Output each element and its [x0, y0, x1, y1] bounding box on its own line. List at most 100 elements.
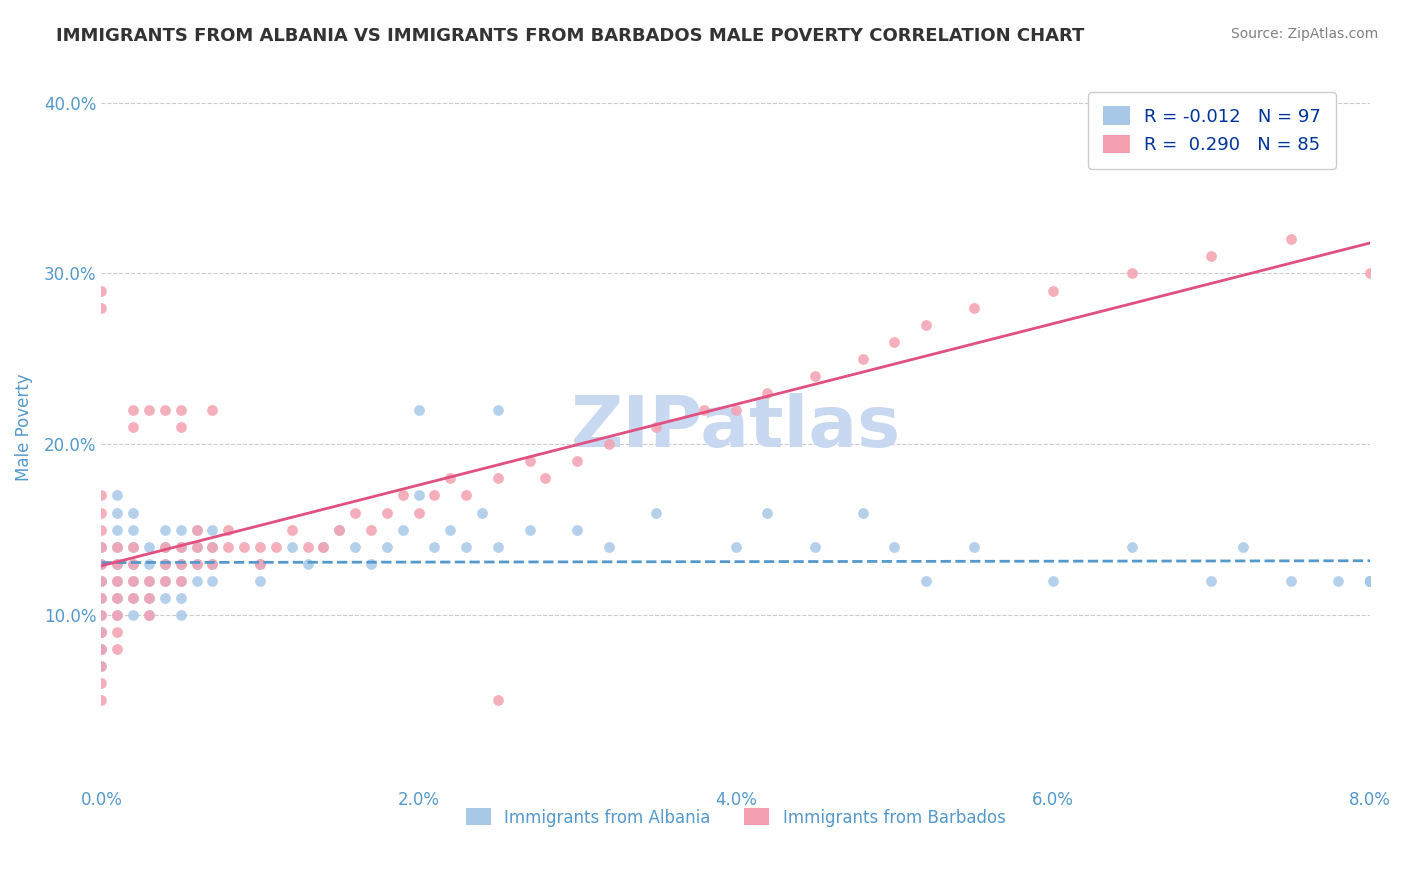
Point: [105, 574, 128, 588]
Point: [883, 540, 905, 554]
Point: [249, 557, 271, 571]
Point: [598, 540, 620, 554]
Point: [90, 557, 112, 571]
Point: [1358, 574, 1381, 588]
Point: [90, 607, 112, 622]
Point: [170, 420, 193, 434]
Point: [122, 607, 145, 622]
Point: [201, 574, 224, 588]
Point: [138, 607, 160, 622]
Point: [90, 284, 112, 298]
Point: [962, 301, 984, 315]
Point: [186, 540, 208, 554]
Text: Source: ZipAtlas.com: Source: ZipAtlas.com: [1230, 27, 1378, 41]
Point: [122, 591, 145, 605]
Point: [170, 557, 193, 571]
Point: [439, 523, 461, 537]
Point: [186, 523, 208, 537]
Point: [281, 540, 304, 554]
Point: [138, 607, 160, 622]
Point: [90, 540, 112, 554]
Point: [122, 557, 145, 571]
Point: [1121, 540, 1143, 554]
Point: [90, 642, 112, 657]
Point: [105, 557, 128, 571]
Point: [249, 574, 271, 588]
Point: [486, 471, 509, 485]
Point: [201, 540, 224, 554]
Point: [1358, 574, 1381, 588]
Point: [962, 540, 984, 554]
Text: IMMIGRANTS FROM ALBANIA VS IMMIGRANTS FROM BARBADOS MALE POVERTY CORRELATION CHA: IMMIGRANTS FROM ALBANIA VS IMMIGRANTS FR…: [56, 27, 1084, 45]
Point: [249, 540, 271, 554]
Point: [170, 557, 193, 571]
Point: [344, 540, 367, 554]
Point: [186, 540, 208, 554]
Point: [1358, 267, 1381, 281]
Point: [105, 506, 128, 520]
Point: [312, 540, 335, 554]
Point: [170, 591, 193, 605]
Point: [328, 523, 350, 537]
Point: [724, 540, 747, 554]
Point: [756, 386, 779, 401]
Point: [804, 368, 827, 383]
Point: [186, 557, 208, 571]
Point: [1279, 574, 1302, 588]
Point: [90, 693, 112, 707]
Point: [375, 540, 398, 554]
Point: [138, 540, 160, 554]
Point: [1358, 574, 1381, 588]
Point: [105, 557, 128, 571]
Point: [105, 591, 128, 605]
Point: [138, 591, 160, 605]
Point: [105, 625, 128, 640]
Point: [1279, 232, 1302, 246]
Point: [391, 488, 413, 502]
Point: [90, 642, 112, 657]
Point: [1358, 574, 1381, 588]
Point: [201, 403, 224, 417]
Point: [1358, 574, 1381, 588]
Point: [423, 540, 446, 554]
Point: [105, 540, 128, 554]
Point: [90, 659, 112, 673]
Point: [90, 488, 112, 502]
Point: [90, 574, 112, 588]
Point: [344, 506, 367, 520]
Point: [297, 557, 319, 571]
Point: [915, 318, 938, 332]
Point: [264, 540, 287, 554]
Point: [138, 591, 160, 605]
Point: [1358, 574, 1381, 588]
Point: [186, 523, 208, 537]
Point: [153, 540, 176, 554]
Point: [201, 557, 224, 571]
Point: [456, 488, 478, 502]
Point: [645, 420, 668, 434]
Point: [471, 506, 494, 520]
Point: [1042, 574, 1064, 588]
Point: [486, 693, 509, 707]
Point: [153, 574, 176, 588]
Point: [645, 506, 668, 520]
Point: [90, 557, 112, 571]
Point: [90, 591, 112, 605]
Point: [153, 574, 176, 588]
Point: [90, 540, 112, 554]
Text: ZIPatlas: ZIPatlas: [571, 392, 901, 462]
Point: [408, 506, 430, 520]
Point: [1042, 284, 1064, 298]
Point: [90, 659, 112, 673]
Point: [122, 523, 145, 537]
Point: [360, 523, 382, 537]
Point: [456, 540, 478, 554]
Point: [598, 437, 620, 451]
Point: [90, 523, 112, 537]
Point: [1358, 574, 1381, 588]
Point: [408, 403, 430, 417]
Point: [153, 557, 176, 571]
Point: [201, 557, 224, 571]
Point: [852, 506, 875, 520]
Point: [1358, 574, 1381, 588]
